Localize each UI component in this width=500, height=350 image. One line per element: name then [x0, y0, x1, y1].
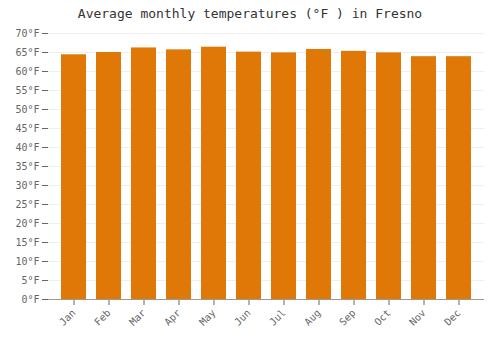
- svg-text:Sep: Sep: [337, 307, 358, 328]
- svg-text:70°F: 70°F: [15, 28, 39, 39]
- svg-text:65°F: 65°F: [15, 47, 39, 58]
- svg-text:35°F: 35°F: [15, 161, 39, 172]
- svg-text:30°F: 30°F: [15, 180, 39, 191]
- svg-text:25°F: 25°F: [15, 199, 39, 210]
- svg-text:Aug: Aug: [302, 307, 323, 328]
- svg-text:Nov: Nov: [407, 307, 428, 328]
- svg-text:Jan: Jan: [57, 307, 78, 328]
- html-text:Average monthly temperatures (: Average monthly temperatures (°F ) in Fr…: [77, 6, 423, 21]
- svg-text:15°F: 15°F: [15, 237, 39, 248]
- svg-text:55°F: 55°F: [15, 85, 39, 96]
- svg-text:Dec: Dec: [442, 307, 463, 328]
- svg-text:May: May: [197, 307, 218, 328]
- svg-text:Oct: Oct: [372, 307, 393, 328]
- svg-text:50°F: 50°F: [15, 104, 39, 115]
- svg-text:Jun: Jun: [232, 307, 253, 328]
- svg-text:5°F: 5°F: [21, 275, 39, 286]
- svg-text:Feb: Feb: [92, 307, 113, 328]
- svg-text:Mar: Mar: [127, 307, 148, 328]
- svg-text:10°F: 10°F: [15, 256, 39, 267]
- svg-text:40°F: 40°F: [15, 142, 39, 153]
- svg-text:20°F: 20°F: [15, 218, 39, 229]
- svg-text:Apr: Apr: [162, 307, 183, 328]
- svg-text:60°F: 60°F: [15, 66, 39, 77]
- svg-text:Jul: Jul: [267, 307, 288, 328]
- svg-text:0°F: 0°F: [21, 294, 39, 305]
- svg-text:45°F: 45°F: [15, 123, 39, 134]
